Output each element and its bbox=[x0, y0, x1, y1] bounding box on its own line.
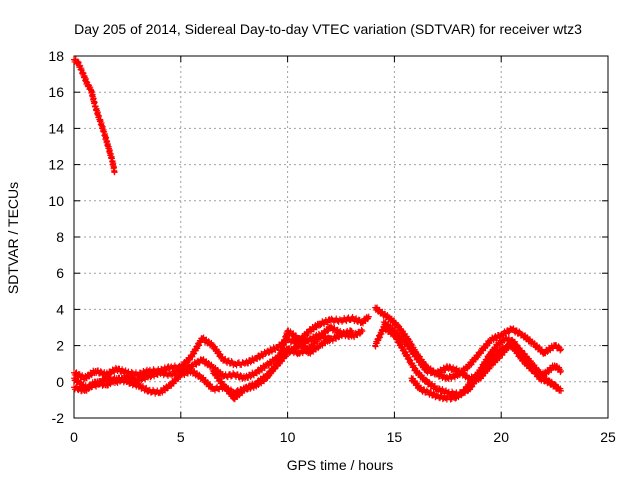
data-point bbox=[195, 360, 202, 367]
data-point bbox=[548, 379, 555, 386]
data-point bbox=[452, 395, 459, 402]
data-point bbox=[324, 328, 331, 335]
data-point bbox=[435, 391, 442, 398]
data-point bbox=[247, 359, 254, 366]
data-point bbox=[95, 378, 102, 385]
data-point bbox=[317, 322, 324, 329]
data-point bbox=[136, 381, 143, 388]
y-tick-label: 0 bbox=[56, 374, 64, 390]
y-axis-label: SDTVAR / TECUs bbox=[5, 182, 21, 294]
data-point bbox=[558, 387, 565, 394]
x-axis: 0 5 10 15 20 25 bbox=[70, 56, 616, 445]
x-tick-label: 20 bbox=[493, 429, 509, 445]
series-track-d bbox=[209, 327, 334, 403]
x-tick-label: 15 bbox=[387, 429, 403, 445]
data-point bbox=[147, 374, 154, 381]
data-point bbox=[557, 347, 564, 354]
x-tick-label: 0 bbox=[70, 429, 78, 445]
data-point bbox=[505, 329, 512, 336]
x-tick-label: 5 bbox=[177, 429, 185, 445]
data-point bbox=[247, 385, 254, 392]
data-point bbox=[127, 373, 134, 380]
data-point bbox=[261, 378, 268, 385]
data-point bbox=[224, 374, 231, 381]
data-point bbox=[247, 373, 254, 380]
series-high-start bbox=[71, 56, 118, 176]
data-point bbox=[558, 346, 565, 353]
data-point bbox=[347, 327, 354, 334]
data-point bbox=[73, 383, 80, 390]
data-point bbox=[431, 383, 438, 390]
data-point bbox=[376, 306, 383, 313]
data-point bbox=[327, 335, 334, 342]
y-tick-label: 4 bbox=[56, 301, 64, 317]
data-point bbox=[446, 363, 453, 370]
x-tick-label: 10 bbox=[280, 429, 296, 445]
data-point bbox=[234, 371, 241, 378]
data-point bbox=[95, 367, 102, 374]
data-point bbox=[97, 379, 104, 386]
chart-title: Day 205 of 2014, Sidereal Day-to-day VTE… bbox=[74, 21, 582, 37]
data-point bbox=[435, 385, 442, 392]
data-point bbox=[358, 326, 365, 333]
data-point bbox=[553, 384, 560, 391]
x-tick-label: 25 bbox=[600, 429, 616, 445]
data-point bbox=[112, 364, 119, 371]
y-tick-label: 12 bbox=[48, 157, 64, 173]
data-point bbox=[296, 343, 303, 350]
y-tick-label: 18 bbox=[48, 48, 64, 64]
data-point bbox=[553, 385, 560, 392]
y-tick-label: 14 bbox=[48, 120, 64, 136]
data-points bbox=[71, 56, 565, 403]
data-point bbox=[103, 373, 110, 380]
data-point bbox=[256, 354, 263, 361]
data-point bbox=[558, 367, 565, 374]
data-point bbox=[127, 378, 134, 385]
data-point bbox=[435, 370, 442, 377]
data-point bbox=[365, 313, 372, 320]
data-point bbox=[237, 372, 244, 379]
data-point bbox=[324, 338, 331, 345]
data-point bbox=[125, 377, 132, 384]
y-tick-label: 16 bbox=[48, 84, 64, 100]
data-point bbox=[348, 328, 355, 335]
y-tick-label: 6 bbox=[56, 265, 64, 281]
data-point bbox=[359, 328, 366, 335]
data-point bbox=[97, 368, 104, 375]
data-point bbox=[296, 350, 303, 357]
series-track-c bbox=[71, 327, 355, 397]
y-tick-label: 8 bbox=[56, 229, 64, 245]
y-tick-label: 2 bbox=[56, 338, 64, 354]
data-point bbox=[447, 396, 454, 403]
data-point bbox=[196, 371, 203, 378]
data-point bbox=[111, 168, 118, 175]
data-point bbox=[557, 369, 564, 376]
y-tick-label: 10 bbox=[48, 193, 64, 209]
data-point bbox=[125, 372, 132, 379]
x-axis-label: GPS time / hours bbox=[287, 457, 394, 473]
y-tick-label: -2 bbox=[52, 410, 65, 426]
series-track-h bbox=[408, 335, 560, 403]
y-axis: -2 0 2 4 6 8 10 12 14 16 18 bbox=[48, 48, 608, 426]
